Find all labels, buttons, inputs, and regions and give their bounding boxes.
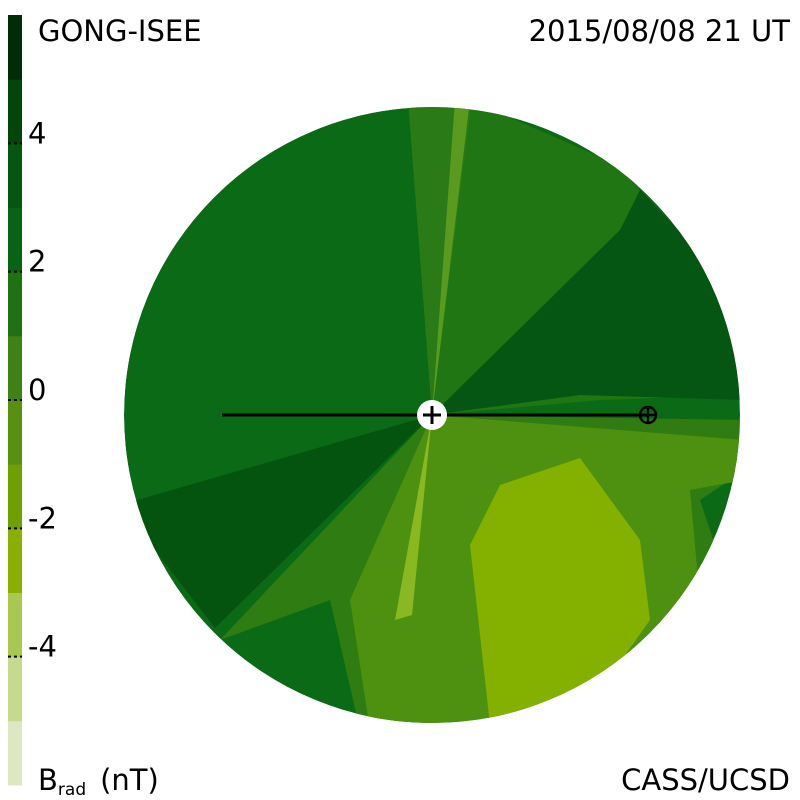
region xyxy=(395,415,432,620)
title: GONG-ISEE xyxy=(38,14,202,48)
region xyxy=(432,190,740,415)
colorbar-label: Brad (nT) xyxy=(38,763,159,800)
colorbar-band xyxy=(8,528,22,593)
tick-label: 4 xyxy=(28,116,46,150)
region xyxy=(470,458,650,723)
tick-label: -4 xyxy=(28,630,57,664)
earth-cross xyxy=(640,407,656,423)
colorbar-band xyxy=(8,656,22,722)
colorbar-band xyxy=(8,335,22,401)
colorbar-band xyxy=(8,464,22,529)
region xyxy=(124,415,432,628)
tick-label: 0 xyxy=(28,373,46,407)
symbol: B xyxy=(38,763,58,797)
credit: CASS/UCSD xyxy=(621,763,790,797)
colorbar-band xyxy=(8,271,22,337)
unit: (nT) xyxy=(100,763,159,797)
colorbar-band xyxy=(8,720,22,786)
date: 2015/08/08 21 UT xyxy=(529,14,791,48)
colorbar-band xyxy=(8,15,22,80)
colorbar-band xyxy=(8,79,22,144)
colorbar-band xyxy=(8,207,22,273)
region xyxy=(432,107,470,415)
subscript: rad xyxy=(58,780,86,800)
colorbar-band xyxy=(8,400,22,465)
sun-symbol xyxy=(423,406,441,424)
tick-label: 2 xyxy=(28,245,46,279)
colorbar-band xyxy=(8,592,22,658)
colorbar-band xyxy=(8,143,22,208)
tick-label: -2 xyxy=(28,501,57,535)
